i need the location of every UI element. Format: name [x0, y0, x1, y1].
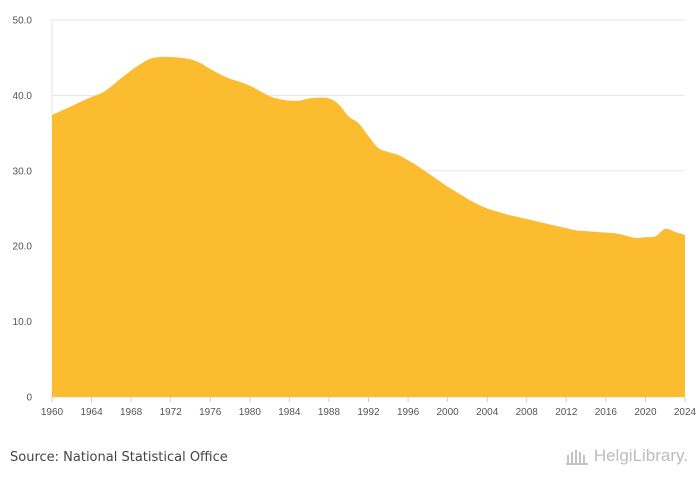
x-tick-label: 1992: [357, 407, 380, 418]
x-tick-label: 1988: [318, 407, 341, 418]
x-tick-label: 2024: [674, 407, 697, 418]
x-tick-label: 2000: [437, 407, 460, 418]
x-tick-label: 1972: [160, 407, 183, 418]
area-series-fill: [52, 56, 685, 397]
library-building-icon: [565, 450, 588, 465]
y-tick-label: 0: [26, 393, 32, 404]
x-tick-label: 2012: [555, 407, 578, 418]
brand-name: HelgiLibrary.: [593, 446, 688, 465]
x-tick-label: 1996: [397, 407, 420, 418]
y-tick-label: 30.0: [13, 166, 33, 177]
x-tick-label: 1960: [41, 407, 64, 418]
y-tick-label: 40.0: [13, 91, 33, 102]
x-tick-label: 2020: [634, 407, 657, 418]
area-chart: 010.020.030.040.050.0 1960 1964 1968 1972 19…: [13, 16, 697, 419]
y-tick-label: 10.0: [13, 317, 33, 328]
y-axis-ticks: 0 10.0 20.0 30.0 40.0 50.0: [13, 16, 33, 404]
x-tick-label: 1964: [80, 407, 103, 418]
helgi-library-logo: HelgiLibrary.: [565, 446, 688, 466]
x-axis-ticks: 1960 1964 1968 1972 1976 1980 1984 1988 1992 1996…: [41, 397, 697, 418]
x-tick-label: 1984: [278, 407, 301, 418]
y-tick-label: 50.0: [13, 16, 33, 27]
x-tick-label: 2008: [516, 407, 539, 418]
x-tick-label: 1976: [199, 407, 222, 418]
x-tick-label: 1968: [120, 407, 143, 418]
x-tick-label: 2004: [476, 407, 499, 418]
source-note: Source: National Statistical Office: [10, 450, 228, 465]
x-tick-label: 1980: [239, 407, 262, 418]
x-tick-label: 2016: [595, 407, 618, 418]
y-tick-label: 20.0: [13, 242, 33, 253]
